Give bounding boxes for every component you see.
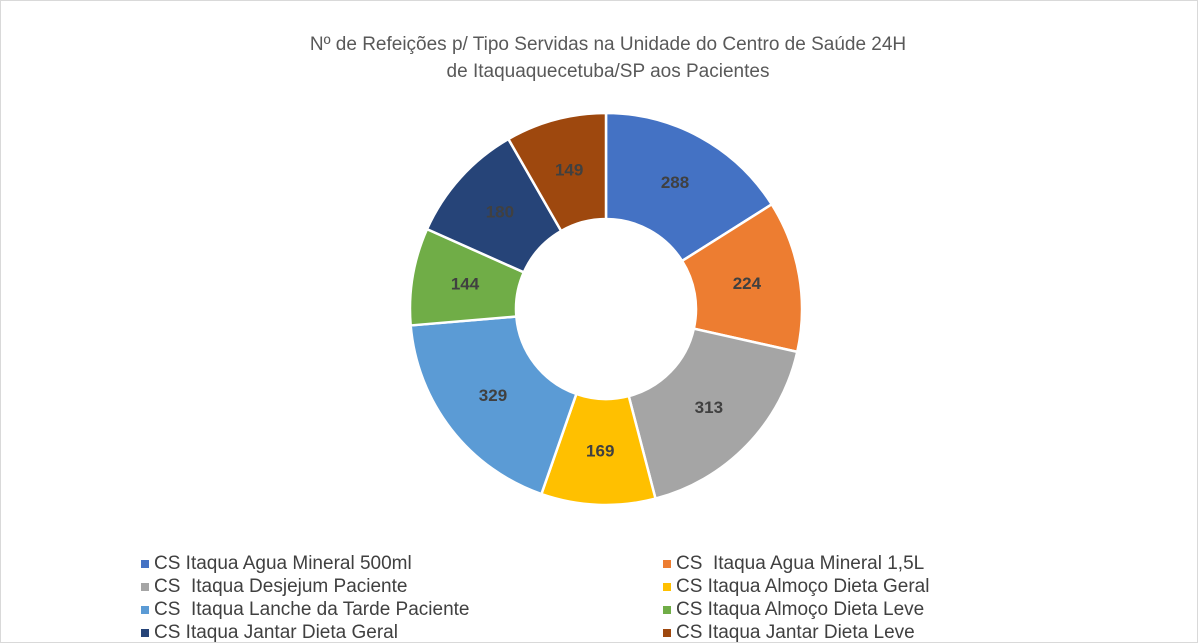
donut-slice bbox=[627, 327, 799, 501]
legend-label: CS Itaqua Almoço Dieta Geral bbox=[676, 576, 929, 597]
legend-label: CS Itaqua Almoço Dieta Leve bbox=[676, 599, 924, 620]
legend-label: CS Itaqua Agua Mineral 500ml bbox=[154, 553, 412, 574]
data-label: 169 bbox=[586, 441, 614, 460]
data-label: 144 bbox=[451, 275, 480, 294]
legend-marker bbox=[663, 629, 671, 637]
legend-marker bbox=[663, 583, 671, 591]
legend-label: CS Itaqua Jantar Dieta Leve bbox=[676, 622, 915, 643]
legend-marker bbox=[141, 629, 149, 637]
donut-slice bbox=[409, 315, 578, 496]
data-label: 180 bbox=[486, 203, 514, 222]
legend-label: CS Itaqua Agua Mineral 1,5L bbox=[676, 553, 924, 574]
chart-title: de Itaquaquecetuba/SP aos Pacientes bbox=[447, 61, 770, 82]
data-label: 313 bbox=[695, 398, 723, 417]
legend-label: CS Itaqua Lanche da Tarde Paciente bbox=[154, 599, 470, 620]
data-label: 329 bbox=[479, 386, 507, 405]
data-label: 288 bbox=[661, 173, 689, 192]
donut-slice bbox=[604, 111, 774, 263]
data-label: 149 bbox=[555, 160, 583, 179]
legend-marker bbox=[141, 606, 149, 614]
legend-label: CS Itaqua Jantar Dieta Geral bbox=[154, 622, 398, 643]
donut-slice bbox=[506, 111, 608, 233]
legend-marker bbox=[141, 560, 149, 568]
legend-marker bbox=[663, 560, 671, 568]
donut-slice bbox=[680, 202, 804, 354]
data-label: 224 bbox=[733, 274, 762, 293]
legend-marker bbox=[663, 606, 671, 614]
legend-label: CS Itaqua Desjejum Paciente bbox=[154, 576, 407, 597]
chart-title: Nº de Refeições p/ Tipo Servidas na Unid… bbox=[310, 34, 906, 55]
legend-marker bbox=[141, 583, 149, 591]
